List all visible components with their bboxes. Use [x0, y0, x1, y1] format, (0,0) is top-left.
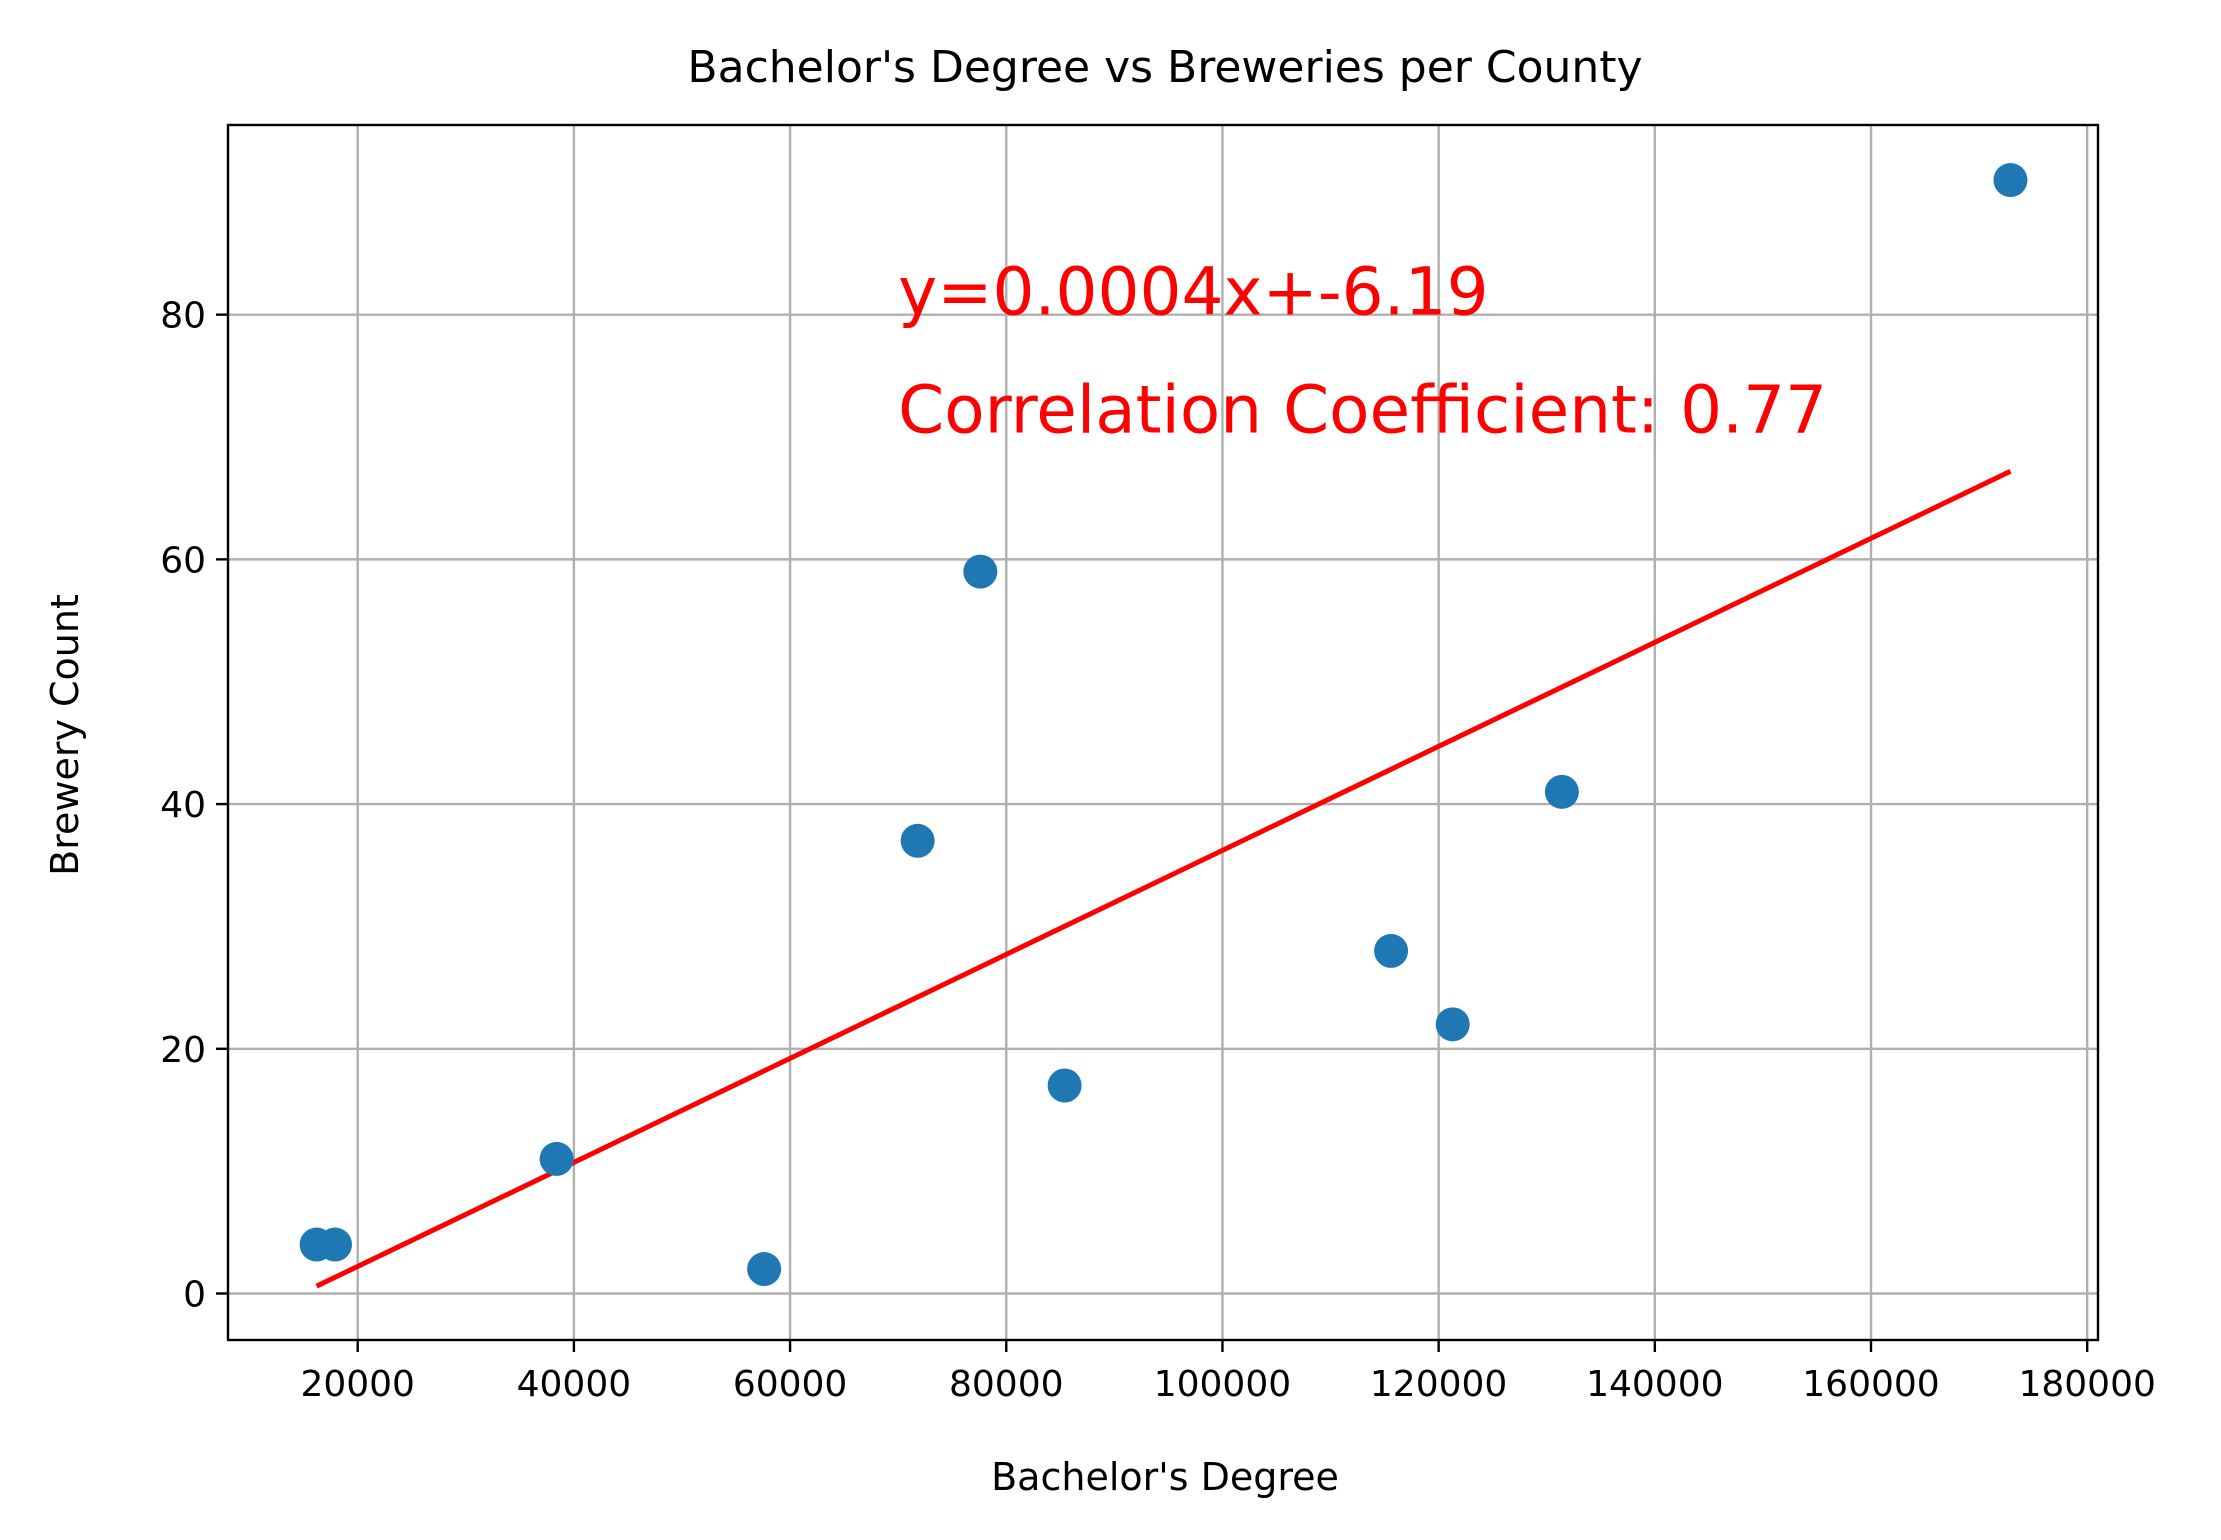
data-point: [1047, 1068, 1082, 1103]
data-point: [318, 1227, 353, 1262]
x-tick-label: 180000: [2018, 1364, 2155, 1405]
axes-frame: [226, 123, 2100, 1342]
data-point: [747, 1252, 782, 1287]
y-ticks: 0 20 40 60 80: [160, 296, 228, 1316]
x-tick-label: 140000: [1586, 1364, 1723, 1405]
x-tick-label: 20000: [300, 1364, 415, 1405]
regression-line: [315, 469, 2012, 1289]
y-tick-label: 40: [160, 785, 206, 826]
x-tick-label: 120000: [1370, 1364, 1507, 1405]
x-tick-label: 60000: [733, 1364, 848, 1405]
data-point: [539, 1141, 574, 1176]
points-layer: [299, 163, 2028, 1287]
data-point: [900, 823, 935, 858]
chart-title: Bachelor's Degree vs Breweries per Count…: [687, 42, 1642, 93]
x-tick-label: 40000: [517, 1364, 632, 1405]
x-axis-label: Bachelor's Degree: [991, 1455, 1339, 1499]
y-tick-label: 0: [183, 1275, 206, 1316]
y-tick-label: 80: [160, 296, 206, 337]
data-point: [1544, 774, 1579, 809]
correlation-label: Correlation Coefficient: 0.77: [898, 372, 1827, 449]
y-tick-label: 60: [160, 540, 206, 581]
data-point: [1435, 1007, 1470, 1042]
plot-frame: [226, 123, 2100, 1342]
y-axis-label: Brewery Count: [43, 594, 87, 876]
regression-equation: y=0.0004x+-6.19: [898, 254, 1488, 331]
x-tick-label: 160000: [1802, 1364, 1939, 1405]
data-point: [1993, 163, 2028, 198]
x-tick-label: 80000: [949, 1364, 1064, 1405]
y-tick-label: 20: [160, 1030, 206, 1071]
regression-layer: [315, 469, 2012, 1289]
data-point: [1374, 933, 1409, 968]
x-ticks: 20000 40000 60000 80000 100000 120000 140000 16…: [300, 1340, 2156, 1405]
grid: [228, 125, 2098, 1340]
data-point: [963, 554, 998, 589]
x-tick-label: 100000: [1154, 1364, 1291, 1405]
